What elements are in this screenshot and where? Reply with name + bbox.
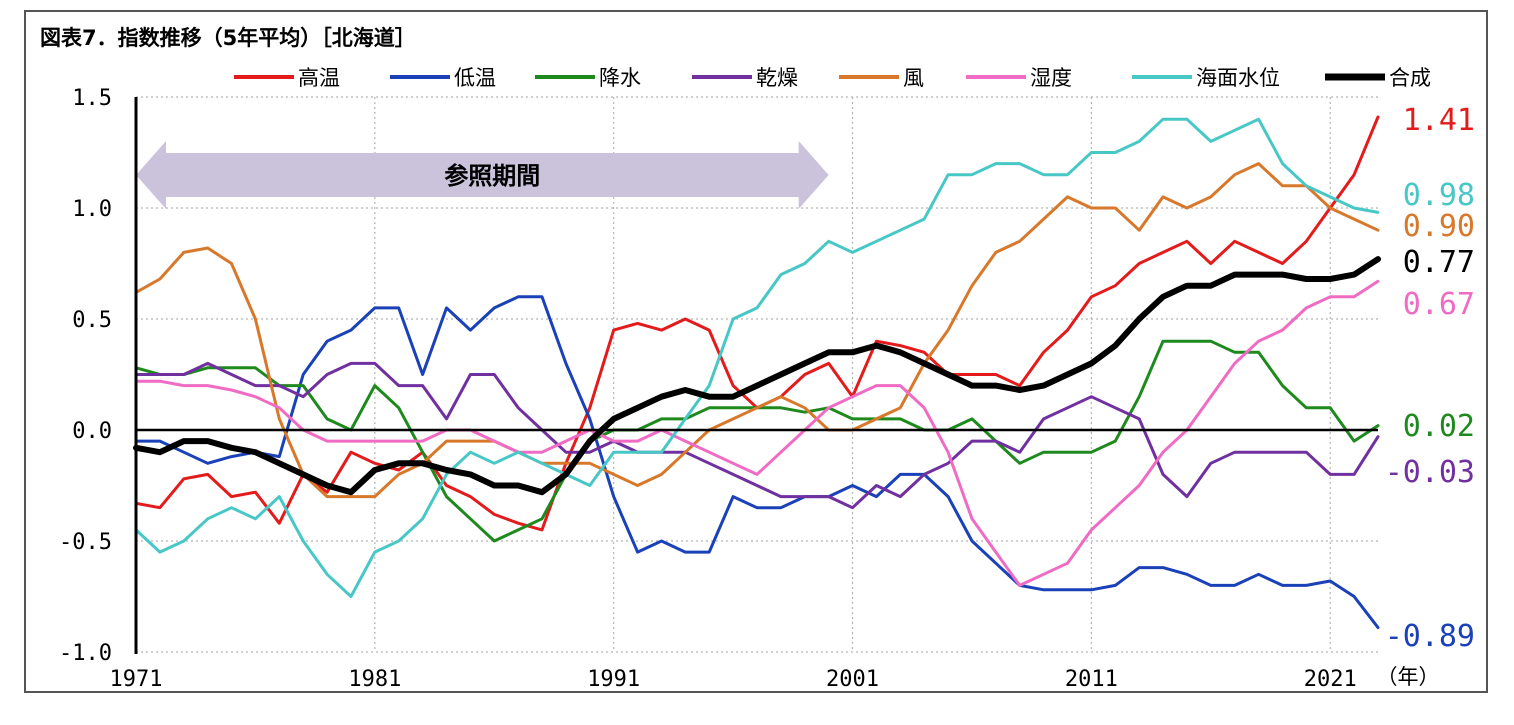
legend-label-3: 乾燥 (756, 66, 798, 90)
y-tick-label: -0.5 (59, 530, 112, 555)
x-axis-unit: （年） (1377, 665, 1440, 689)
y-tick-label: -1.0 (59, 641, 112, 666)
legend-label-2: 降水 (599, 66, 641, 90)
x-tick-label: 1991 (587, 667, 640, 692)
reference-band-arrow (136, 141, 829, 209)
series-line-1 (134, 295, 1380, 630)
end-label-4: 0.90 (1403, 209, 1475, 244)
series-line-7 (133, 256, 1381, 496)
legend-label-6: 海面水位 (1196, 66, 1280, 90)
grid-layer (136, 96, 1378, 653)
legend-label-7: 合成 (1389, 66, 1431, 90)
y-tick-label: 1.5 (72, 86, 112, 111)
x-tick-label: 2001 (826, 667, 879, 692)
end-label-6: 0.98 (1403, 178, 1475, 213)
legend-label-1: 低温 (454, 66, 496, 90)
end-label-2: 0.02 (1403, 409, 1475, 444)
series-line-3 (134, 361, 1380, 510)
x-tick-label: 2021 (1304, 667, 1357, 692)
x-tick-label: 1971 (110, 667, 163, 692)
chart-title: 図表7．指数推移（5年平均）［北海道］ (40, 26, 416, 50)
end-labels: 1.41 -0.89 0.02 -0.03 0.90 0.67 0.98 0.77 (1385, 103, 1475, 654)
end-label-1: -0.89 (1385, 619, 1475, 654)
y-tick-label: 0.5 (72, 308, 112, 333)
legend-label-5: 湿度 (1030, 66, 1072, 90)
x-tick-label: 2011 (1065, 667, 1118, 692)
end-label-3: -0.03 (1385, 455, 1475, 490)
end-label-5: 0.67 (1403, 287, 1475, 322)
y-tick-label: 0.0 (72, 419, 112, 444)
series-line-5 (134, 279, 1380, 587)
legend-label-4: 風 (903, 66, 924, 90)
legend: 高温 低温 降水 乾燥 風 湿度 海面水位 合成 (234, 66, 1431, 90)
series-line-4 (134, 162, 1380, 499)
legend-label-0: 高温 (298, 66, 340, 90)
end-label-7: 0.77 (1403, 245, 1475, 280)
end-label-0: 1.41 (1403, 103, 1475, 138)
reference-band: 参照期間 (136, 141, 829, 209)
series-layer (133, 115, 1381, 630)
x-tick-label: 1981 (348, 667, 401, 692)
series-line-2 (134, 339, 1380, 543)
series-line-6 (134, 117, 1380, 598)
y-tick-label: 1.0 (72, 197, 112, 222)
reference-band-label: 参照期間 (444, 162, 540, 190)
